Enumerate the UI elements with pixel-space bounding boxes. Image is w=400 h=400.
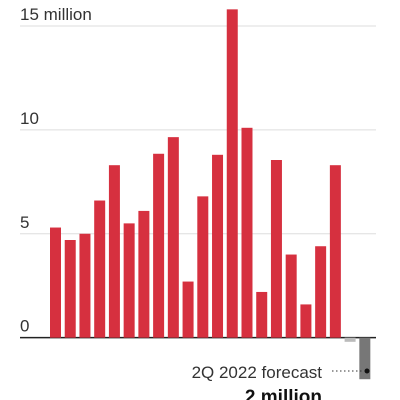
bar xyxy=(359,337,371,380)
bar xyxy=(138,210,150,338)
bar xyxy=(197,196,209,338)
bar xyxy=(315,246,327,338)
y-tick-label: 10 xyxy=(20,109,39,128)
bar xyxy=(182,281,194,338)
annotation: 2 million xyxy=(245,387,322,400)
bar xyxy=(344,337,356,342)
bar xyxy=(270,160,282,338)
bar xyxy=(300,304,312,338)
bar xyxy=(241,127,253,338)
leader-dot xyxy=(364,368,370,374)
bar xyxy=(108,165,120,338)
bar xyxy=(79,233,91,338)
annotation: 2Q 2022 forecast xyxy=(192,363,323,382)
bar xyxy=(94,200,106,338)
bar xyxy=(226,9,238,338)
bar xyxy=(50,227,61,338)
y-tick-label: 15 million xyxy=(20,5,92,24)
y-tick-label: 0 xyxy=(20,317,29,336)
bar xyxy=(212,154,224,338)
bar xyxy=(285,254,297,338)
bar xyxy=(329,165,341,338)
bar xyxy=(64,240,76,338)
bar xyxy=(256,291,268,338)
bar xyxy=(167,137,179,338)
bar xyxy=(153,153,165,338)
bar xyxy=(123,223,135,338)
y-tick-label: 5 xyxy=(20,213,29,232)
